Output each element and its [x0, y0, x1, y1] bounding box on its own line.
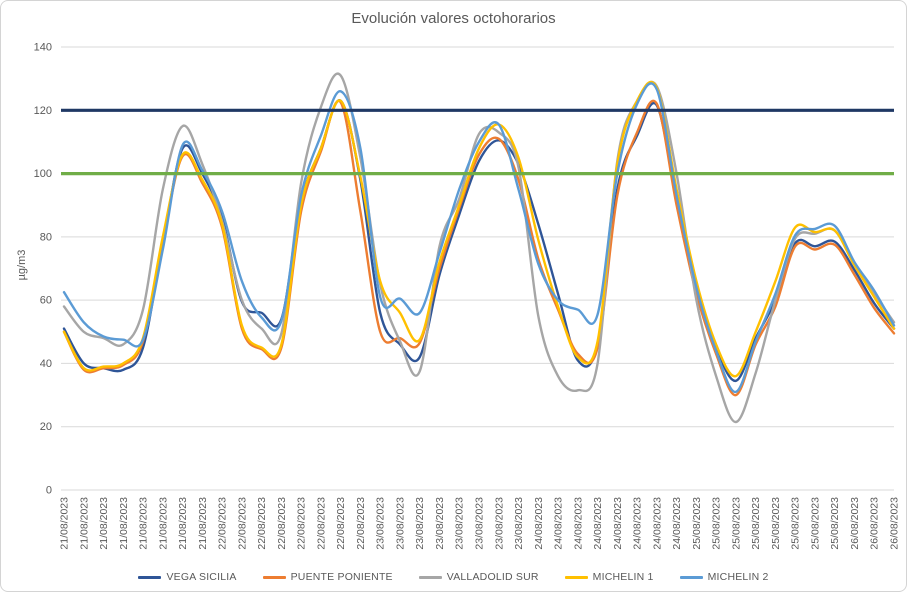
legend-item-michelin-2: MICHELIN 2 — [679, 571, 769, 583]
x-tick-label: 26/08/2023 — [889, 497, 901, 550]
x-tick-label: 22/08/2023 — [296, 497, 308, 550]
x-tick-label: 22/08/2023 — [256, 497, 268, 550]
x-tick-label: 23/08/2023 — [474, 497, 486, 550]
y-tick-label: 20 — [40, 421, 52, 433]
series-line-michelin-2 — [62, 82, 896, 394]
x-tick-label: 21/08/2023 — [197, 497, 209, 550]
x-tick-label: 26/08/2023 — [869, 497, 881, 550]
legend-item-vega-sicilia: VEGA SICILIA — [138, 571, 236, 583]
x-tick-label: 25/08/2023 — [810, 497, 822, 550]
x-tick-label: 24/08/2023 — [592, 497, 604, 550]
x-tick-label: 21/08/2023 — [78, 497, 90, 550]
x-tick-label: 25/08/2023 — [730, 497, 742, 550]
legend-swatch — [564, 575, 588, 579]
chart-title: Evolución valores octohorarios — [351, 10, 556, 27]
x-tick-label: 23/08/2023 — [395, 497, 407, 550]
series-line-michelin-1 — [62, 80, 896, 378]
x-tick-label: 21/08/2023 — [177, 497, 189, 550]
x-tick-label: 24/08/2023 — [553, 497, 565, 550]
x-tick-label: 24/08/2023 — [632, 497, 644, 550]
legend-item-puente-poniente: PUENTE PONIENTE — [262, 571, 393, 583]
legend-item-michelin-1: MICHELIN 1 — [564, 571, 654, 583]
x-tick-label: 24/08/2023 — [533, 497, 545, 550]
legend-label: MICHELIN 2 — [707, 571, 769, 583]
y-tick-label: 80 — [40, 231, 52, 243]
legend-swatch — [418, 575, 442, 579]
legend-swatch — [138, 575, 162, 579]
x-tick-label: 24/08/2023 — [612, 497, 624, 550]
x-tick-label: 22/08/2023 — [217, 497, 229, 550]
x-tick-label: 21/08/2023 — [157, 497, 169, 550]
x-tick-label: 24/08/2023 — [572, 497, 584, 550]
x-tick-label: 25/08/2023 — [770, 497, 782, 550]
x-tick-label: 21/08/2023 — [138, 497, 150, 550]
legend-label: MICHELIN 1 — [592, 571, 654, 583]
legend-label: PUENTE PONIENTE — [290, 571, 393, 583]
x-tick-label: 22/08/2023 — [276, 497, 288, 550]
x-tick-label: 22/08/2023 — [315, 497, 327, 550]
x-tick-label: 23/08/2023 — [493, 497, 505, 550]
y-tick-label: 140 — [34, 42, 52, 54]
y-tick-label: 100 — [34, 168, 52, 180]
legend-swatch — [262, 575, 286, 579]
legend-label: VEGA SICILIA — [166, 571, 237, 583]
x-tick-label: 25/08/2023 — [691, 497, 703, 550]
x-tick-label: 22/08/2023 — [355, 497, 367, 550]
series-line-valladolid-sur — [62, 72, 896, 424]
x-tick-label: 23/08/2023 — [375, 497, 387, 550]
x-tick-label: 23/08/2023 — [414, 497, 426, 550]
x-tick-label: 23/08/2023 — [513, 497, 525, 550]
x-tick-label: 26/08/2023 — [849, 497, 861, 550]
legend-item-valladolid-sur: VALLADOLID SUR — [418, 571, 539, 583]
x-tick-label: 24/08/2023 — [651, 497, 663, 550]
x-tick-label: 21/08/2023 — [98, 497, 110, 550]
x-tick-label: 25/08/2023 — [829, 497, 841, 550]
chart-legend: VEGA SICILIA PUENTE PONIENTE VALLADOLID SU… — [1, 571, 906, 583]
legend-swatch — [679, 575, 703, 579]
x-tick-label: 25/08/2023 — [711, 497, 723, 550]
x-tick-label: 21/08/2023 — [59, 497, 71, 550]
x-tick-label: 21/08/2023 — [118, 497, 130, 550]
y-tick-label: 40 — [40, 358, 52, 370]
x-tick-label: 22/08/2023 — [236, 497, 248, 550]
x-tick-label: 23/08/2023 — [454, 497, 466, 550]
x-tick-label: 23/08/2023 — [434, 497, 446, 550]
x-tick-label: 25/08/2023 — [790, 497, 802, 550]
y-tick-label: 0 — [46, 485, 52, 497]
y-tick-label: 120 — [34, 105, 52, 117]
legend-label: VALLADOLID SUR — [446, 571, 539, 583]
x-tick-label: 24/08/2023 — [671, 497, 683, 550]
x-tick-label: 25/08/2023 — [750, 497, 762, 550]
y-tick-label: 60 — [40, 295, 52, 307]
y-axis-title: µg/m3 — [16, 249, 28, 281]
x-tick-label: 22/08/2023 — [335, 497, 347, 550]
